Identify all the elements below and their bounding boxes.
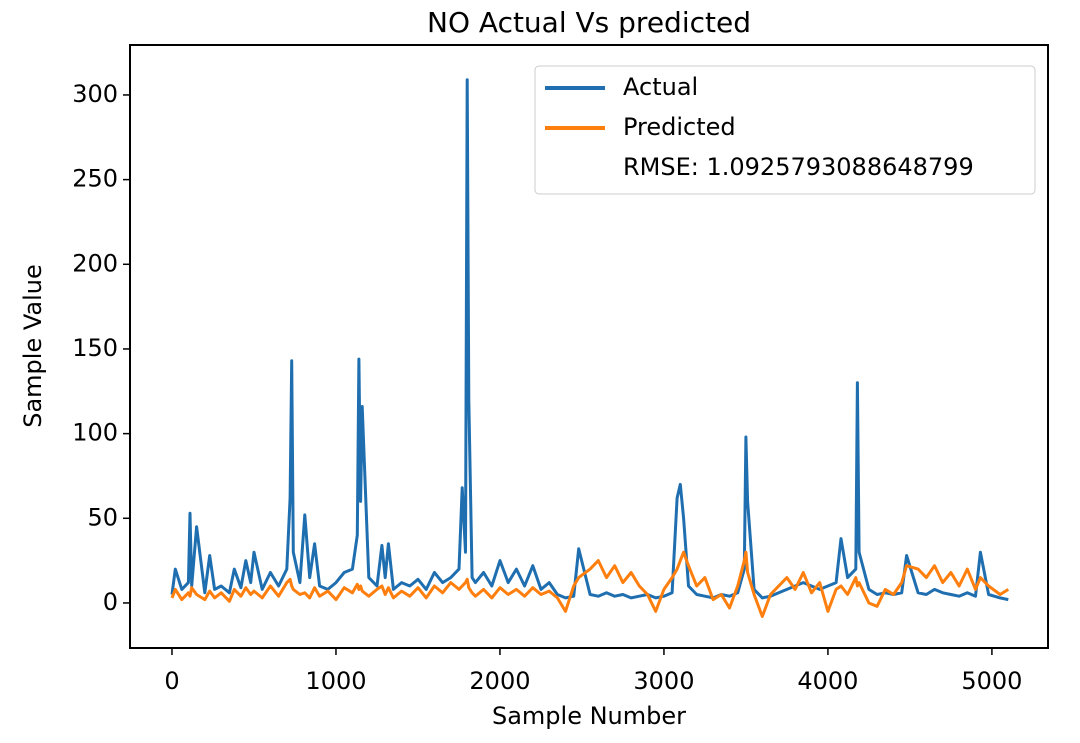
plot-frame xyxy=(129,44,1049,649)
legend-note: RMSE: 1.0925793088648799 xyxy=(623,153,974,181)
y-tick-label: 50 xyxy=(87,503,118,531)
x-tick-label: 2000 xyxy=(469,667,530,695)
legend-label: Predicted xyxy=(623,113,736,141)
y-axis-label: Sample Value xyxy=(19,264,47,428)
y-tick-label: 150 xyxy=(72,334,118,362)
data-line xyxy=(170,550,1010,618)
data-line xyxy=(170,78,1009,602)
x-tick-label: 0 xyxy=(164,667,179,695)
x-tick-label: 1000 xyxy=(305,667,366,695)
y-tick-label: 200 xyxy=(72,249,118,277)
y-tick-label: 0 xyxy=(103,588,118,616)
legend-label: Actual xyxy=(623,73,698,101)
legend-box xyxy=(534,65,1036,195)
x-tick-label: 5000 xyxy=(961,667,1022,695)
y-tick-label: 250 xyxy=(72,165,118,193)
y-tick-label: 300 xyxy=(72,80,118,108)
x-tick-label: 3000 xyxy=(633,667,694,695)
x-tick-label: 4000 xyxy=(797,667,858,695)
chart-title: NO Actual Vs predicted xyxy=(427,6,751,39)
x-axis-label: Sample Number xyxy=(492,702,686,730)
y-tick-label: 100 xyxy=(72,419,118,447)
